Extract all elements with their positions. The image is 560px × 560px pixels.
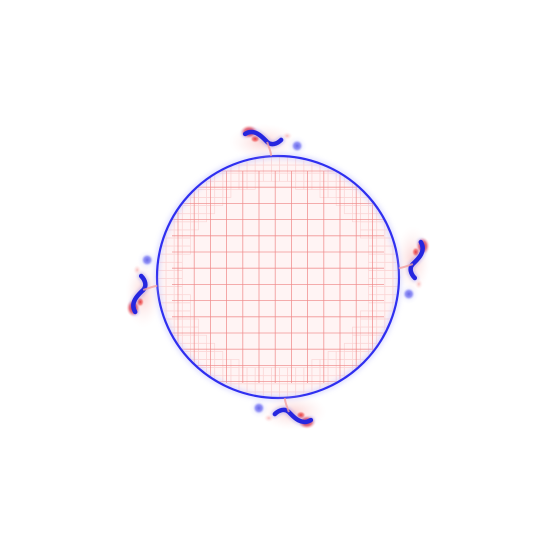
weak-positive-vortex: [414, 279, 423, 290]
negative-vortex-halo: [248, 398, 269, 419]
weak-positive-vortex: [282, 131, 293, 140]
weak-positive-vortex: [263, 414, 274, 423]
weak-positive-vortex: [133, 264, 142, 275]
vorticity-ridge: [266, 141, 273, 156]
vortex-site: [394, 226, 431, 305]
vorticity-ridge: [283, 398, 290, 413]
vortex-site: [229, 123, 308, 160]
negative-vortex-halo: [398, 284, 419, 305]
vortex-site: [125, 249, 162, 328]
mesh-cell-refined: [181, 245, 191, 255]
vortex-structures: [125, 123, 431, 431]
mesh-cell-refined: [198, 213, 207, 223]
vorticity-ridge: [142, 284, 158, 291]
vorticity-ridge: [398, 263, 414, 270]
negative-vortex-halo: [137, 249, 158, 270]
mesh-cell-refined: [246, 180, 256, 190]
drop-interior: [158, 157, 398, 397]
vortex-site: [248, 394, 327, 431]
mesh-cell-refined: [214, 197, 224, 206]
negative-vortex-halo: [287, 135, 308, 156]
